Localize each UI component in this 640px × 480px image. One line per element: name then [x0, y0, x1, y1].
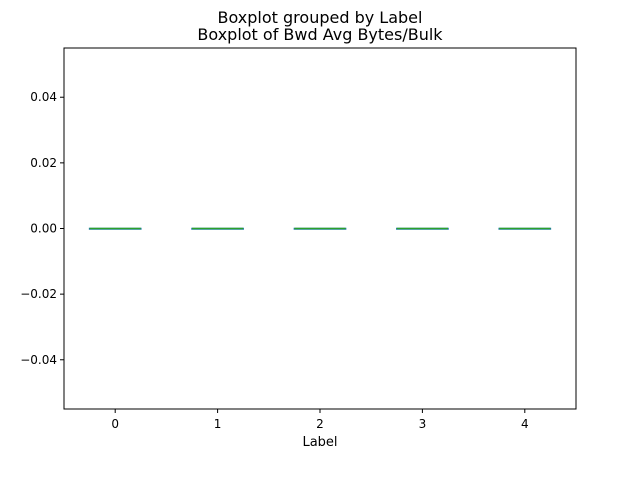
y-tick-label: 0.00	[30, 222, 57, 236]
x-tick-label: 0	[111, 417, 119, 431]
box-1	[191, 227, 244, 230]
x-tick-label: 2	[316, 417, 324, 431]
x-tick-label: 1	[214, 417, 222, 431]
x-axis-label: Label	[302, 435, 338, 450]
y-tick-label: −0.02	[20, 287, 57, 301]
box-0	[88, 227, 142, 230]
box-3	[396, 227, 449, 230]
y-tick-label: −0.04	[20, 353, 57, 367]
chart-suptitle: Boxplot grouped by Label	[217, 8, 423, 27]
x-axis: 0 1 2 3 4	[111, 409, 529, 431]
y-tick-label: 0.02	[30, 156, 57, 170]
y-axis: −0.04 −0.02 0.00 0.02 0.04	[20, 90, 64, 367]
chart-title: Boxplot of Bwd Avg Bytes/Bulk	[197, 25, 443, 44]
x-tick-label: 3	[419, 417, 427, 431]
box-4	[498, 227, 552, 230]
box-series	[88, 227, 552, 230]
box-2	[293, 227, 347, 230]
x-tick-label: 4	[521, 417, 529, 431]
y-tick-label: 0.04	[30, 90, 57, 104]
